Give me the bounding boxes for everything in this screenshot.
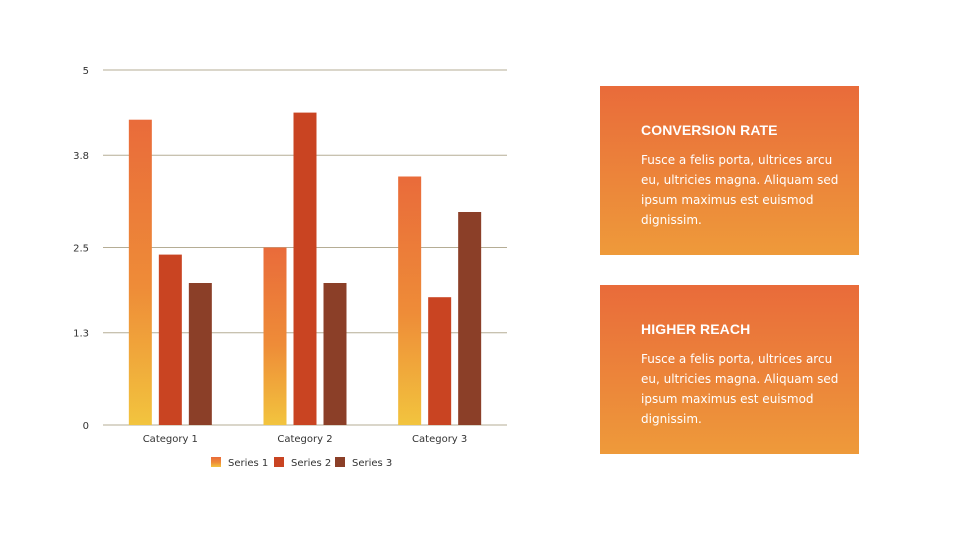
x-category-label: Category 2	[277, 434, 332, 445]
bar-series-3-category-2	[323, 283, 347, 425]
bar-series-1-category-3	[398, 176, 422, 425]
card-title: HIGHER REACH	[641, 321, 751, 337]
bar-series-3-category-1	[188, 283, 212, 425]
y-tick-label: 5	[83, 66, 89, 77]
card-title: CONVERSION RATE	[641, 122, 778, 138]
higher-reach-card: HIGHER REACH Fusce a felis porta, ultric…	[600, 285, 859, 454]
legend-label: Series 3	[352, 458, 392, 469]
bar-series-2-category-3	[428, 297, 452, 425]
legend-swatch	[274, 457, 284, 467]
bar-series-2-category-1	[158, 254, 182, 425]
y-axis-ticks: 0 1.3 2.5 3.8 5	[73, 66, 89, 432]
bars	[128, 112, 482, 425]
card-body: Fusce a felis porta, ultrices arcu eu, u…	[641, 352, 839, 426]
bar-series-3-category-3	[458, 212, 482, 425]
y-tick-label: 1.3	[73, 329, 89, 340]
bar-series-2-category-2	[293, 112, 317, 425]
legend-swatch	[211, 457, 221, 467]
y-tick-label: 0	[83, 421, 89, 432]
x-category-label: Category 3	[412, 434, 467, 445]
card-body: Fusce a felis porta, ultrices arcu eu, u…	[641, 153, 839, 227]
legend-label: Series 1	[228, 458, 268, 469]
bar-chart: 01.32.53.85 Category 1 Category 2 Category…	[73, 66, 507, 469]
legend: Series 1 Series 2 Series 3	[211, 457, 392, 469]
x-category-label: Category 1	[143, 434, 198, 445]
y-tick-label: 3.8	[73, 151, 89, 162]
legend-swatch	[335, 457, 345, 467]
legend-label: Series 2	[291, 458, 331, 469]
x-axis-categories: Category 1 Category 2 Category 3	[143, 434, 468, 445]
y-tick-label: 2.5	[73, 244, 89, 255]
bar-series-1-category-1	[128, 119, 152, 425]
bar-series-1-category-2	[263, 247, 287, 425]
conversion-rate-card: CONVERSION RATE Fusce a felis porta, ult…	[600, 86, 859, 255]
